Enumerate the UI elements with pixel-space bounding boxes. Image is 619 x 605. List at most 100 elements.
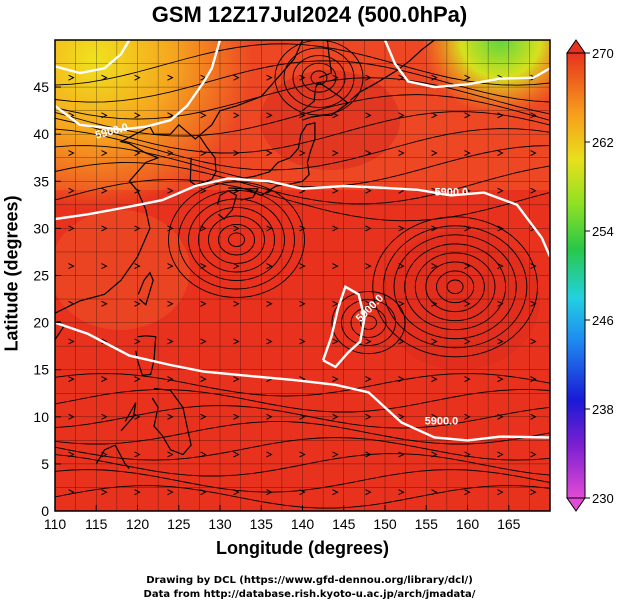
streamline-arrow (101, 451, 108, 458)
y-tick-label: 25 (33, 268, 49, 284)
streamline (404, 243, 507, 331)
streamline-arrow (101, 413, 108, 420)
streamline (55, 373, 550, 397)
streamline-arrow (431, 74, 438, 81)
streamline-arrow (233, 338, 240, 345)
streamline-arrow (266, 451, 273, 458)
streamline-arrow (299, 300, 306, 307)
streamline-arrow (431, 338, 438, 345)
streamline-arrow (464, 263, 471, 270)
streamline-arrow (233, 263, 240, 270)
colorbar-tick-label: 262 (592, 135, 614, 150)
streamline-arrow (464, 413, 471, 420)
streamline-arrow (464, 376, 471, 383)
streamline-arrow (332, 451, 339, 458)
streamline-arrow (431, 225, 438, 232)
contour-label: 5900.0 (435, 186, 469, 198)
streamline-arrow (530, 263, 537, 270)
streamline-arrow (398, 413, 405, 420)
streamline-arrow (497, 187, 504, 194)
streamline-arrow (233, 300, 240, 307)
streamline-arrow (101, 187, 108, 194)
streamline (198, 206, 275, 273)
streamline-arrow (167, 413, 174, 420)
streamline-arrow (134, 74, 141, 81)
streamline-arrow (101, 150, 108, 156)
streamline-arrow (497, 263, 504, 270)
streamline (341, 299, 396, 346)
y-tick-label: 5 (41, 456, 49, 472)
streamline (55, 389, 550, 413)
streamline-arrow (200, 338, 207, 345)
streamline-arrow (464, 225, 471, 232)
streamline (178, 189, 295, 290)
streamline-arrow (530, 489, 537, 496)
contour-line (55, 40, 222, 131)
streamline-arrow (431, 413, 438, 420)
streamline-arrow (530, 376, 537, 383)
contour-line (321, 285, 366, 369)
streamline (393, 234, 517, 340)
coastlines (55, 40, 435, 469)
contour-line (55, 321, 550, 442)
streamline-arrow (332, 225, 339, 232)
gridlines (55, 40, 550, 511)
streamline-arrow (200, 489, 207, 496)
streamline-arrow (431, 263, 438, 270)
streamline-arrow (332, 376, 339, 383)
streamline-arrow (299, 263, 306, 270)
contour-line (55, 177, 550, 258)
streamline (446, 279, 464, 295)
streamline-arrow (233, 74, 240, 81)
x-tick-label: 120 (126, 516, 150, 532)
streamline-arrow (365, 300, 372, 307)
streamline-arrow (233, 112, 240, 119)
streamline-arrow (266, 300, 273, 307)
streamline-arrow (200, 263, 207, 270)
streamline-arrow (266, 187, 273, 194)
streamline-arrow (464, 150, 471, 156)
streamline-arrow (101, 300, 108, 307)
streamline (301, 62, 337, 93)
streamline-arrow (134, 451, 141, 458)
streamline-arrow (299, 74, 306, 81)
colorbar-ticks: 230 238 246 254 262 270 (585, 46, 614, 506)
x-tick-label: 155 (415, 516, 439, 532)
streamline-arrow (332, 74, 339, 81)
streamline (188, 198, 285, 281)
streamline-arrow (365, 376, 372, 383)
streamline-arrow (299, 150, 306, 156)
x-tick-label: 140 (291, 516, 315, 532)
streamline-arrow (167, 74, 174, 81)
streamline-arrow (233, 451, 240, 458)
streamline-arrow (266, 74, 273, 81)
contour-line (55, 40, 131, 75)
streamline-arrow (464, 74, 471, 81)
streamline-arrow (134, 112, 141, 119)
y-tick-label: 40 (33, 126, 49, 142)
colorbar-tick-label: 254 (592, 224, 614, 239)
streamline-arrow (365, 112, 372, 119)
streamline (55, 43, 550, 86)
streamline (55, 178, 550, 222)
streamline (425, 261, 485, 313)
streamline (350, 307, 387, 338)
x-axis-ticks: 110 115 120 125 130 135 140 145 150 155 160 165 (44, 505, 521, 532)
y-tick-label: 10 (33, 409, 49, 425)
streamline-arrow (332, 187, 339, 194)
streamline-arrow (68, 263, 75, 270)
streamline-arrow (365, 263, 372, 270)
streamline-arrow (398, 300, 405, 307)
streamline (55, 453, 550, 477)
streamline-arrow (431, 112, 438, 119)
streamline-arrow (200, 112, 207, 119)
streamline-arrow (365, 150, 372, 156)
contour-5900 (55, 40, 550, 442)
streamline-arrow (167, 489, 174, 496)
contour-line (383, 40, 550, 89)
streamline-arrow (398, 112, 405, 119)
streamline-arrow (68, 150, 75, 156)
streamline-arrow (464, 451, 471, 458)
streamline-arrow (101, 489, 108, 496)
streamline (372, 216, 538, 358)
